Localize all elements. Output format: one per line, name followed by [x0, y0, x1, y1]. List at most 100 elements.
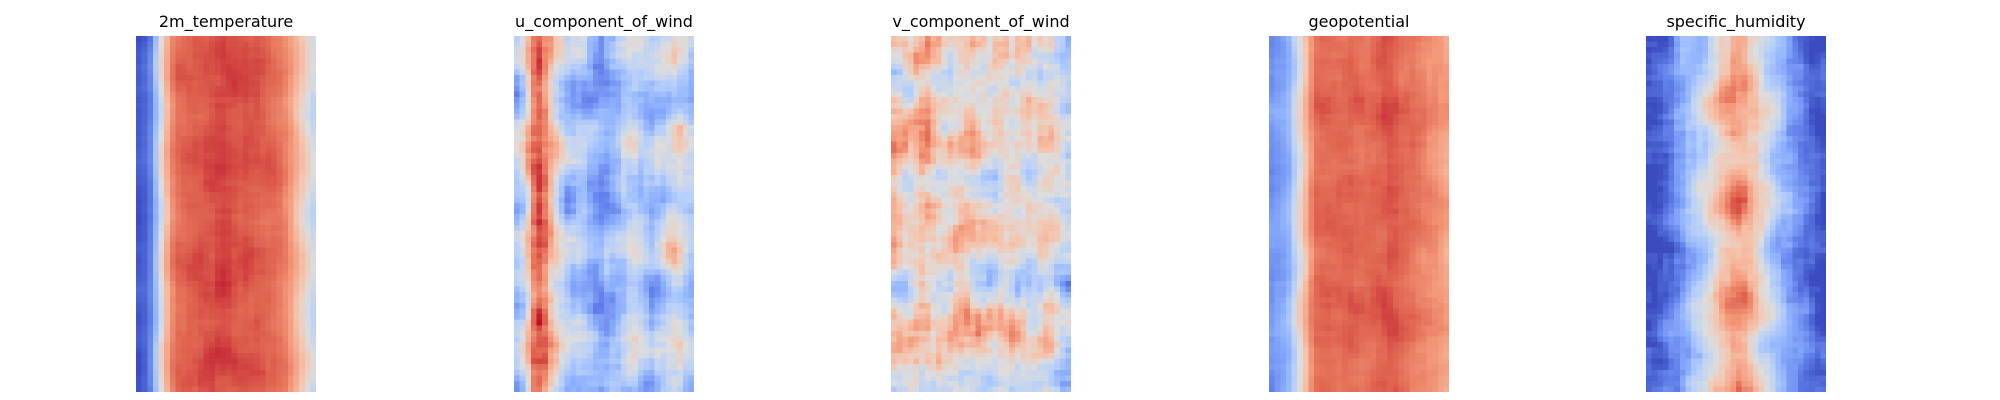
heatmap-cell	[1048, 52, 1055, 59]
heatmap-cell	[237, 230, 244, 237]
heatmap-cell	[197, 119, 205, 126]
heatmap-cell	[197, 297, 205, 304]
heatmap-cell	[226, 113, 233, 120]
heatmap-cell	[276, 47, 283, 54]
heatmap-cell	[677, 280, 684, 287]
heatmap-cell	[632, 141, 639, 148]
heatmap-cell	[136, 141, 143, 148]
heatmap-cell	[254, 297, 261, 304]
heatmap-cell	[536, 275, 543, 282]
heatmap-cell	[604, 358, 611, 365]
heatmap-cell	[654, 214, 661, 221]
heatmap-cell	[248, 225, 255, 232]
heatmap-cell	[209, 275, 216, 282]
heatmap-cell	[242, 341, 250, 348]
heatmap-cell	[598, 319, 605, 326]
heatmap-cell	[604, 303, 611, 310]
heatmap-cell	[637, 41, 644, 48]
heatmap-cell	[164, 141, 171, 148]
heatmap-cell	[975, 147, 982, 154]
heatmap-cell	[604, 36, 611, 43]
heatmap-cell	[1037, 186, 1044, 193]
heatmap-cell	[902, 125, 909, 132]
heatmap-cell	[287, 386, 295, 392]
heatmap-cell	[226, 319, 233, 326]
heatmap-cell	[536, 247, 543, 254]
heatmap-cell	[615, 369, 622, 376]
heatmap-cell	[643, 97, 650, 104]
heatmap-cell	[626, 119, 633, 126]
heatmap-cell	[310, 347, 316, 354]
heatmap-cell	[575, 264, 583, 271]
heatmap-cell	[682, 358, 689, 365]
heatmap-cell	[525, 86, 532, 93]
heatmap-cell	[276, 258, 283, 265]
heatmap-cell	[147, 119, 154, 126]
heatmap-cell	[626, 69, 633, 76]
heatmap-cell	[587, 264, 594, 271]
heatmap-cell	[570, 58, 577, 65]
heatmap-cell	[604, 225, 611, 232]
heatmap-cell	[587, 136, 594, 143]
heatmap-cell	[643, 380, 650, 387]
heatmap-cell	[164, 130, 171, 137]
heatmap-cell	[643, 113, 650, 120]
heatmap-cell	[220, 214, 227, 221]
heatmap-cell	[609, 241, 616, 248]
heatmap-cell	[981, 41, 988, 48]
heatmap-cell	[952, 125, 960, 132]
heatmap-cell	[626, 297, 633, 304]
heatmap-cell	[299, 113, 306, 120]
heatmap-cell	[677, 74, 684, 81]
heatmap-cell	[615, 169, 622, 176]
heatmap-cell	[919, 36, 926, 43]
heatmap-cell	[587, 163, 594, 170]
heatmap-cell	[1014, 47, 1021, 54]
heatmap-cell	[654, 125, 661, 132]
heatmap-cell	[287, 325, 295, 332]
heatmap-cell	[220, 247, 227, 254]
heatmap-cell	[254, 113, 261, 120]
heatmap-cell	[226, 225, 233, 232]
heatmap-cell	[259, 308, 266, 315]
heatmap-cell	[1065, 102, 1071, 109]
heatmap-cell	[1042, 41, 1050, 48]
heatmap-cell	[671, 375, 678, 382]
heatmap-cell	[570, 275, 577, 282]
heatmap-cell	[665, 297, 673, 304]
heatmap-cell	[592, 225, 599, 232]
heatmap-cell	[136, 230, 143, 237]
panel-2m-temperature: 2m_temperature	[126, 0, 326, 400]
heatmap-cell	[632, 102, 639, 109]
heatmap-cell	[181, 353, 188, 360]
heatmap-cell	[581, 241, 588, 248]
heatmap-cell	[677, 113, 684, 120]
heatmap-cell	[975, 58, 982, 65]
heatmap-cell	[197, 186, 205, 193]
heatmap-cell	[530, 386, 538, 392]
heatmap-cell	[660, 169, 667, 176]
heatmap-cell	[242, 325, 250, 332]
heatmap-cell	[620, 330, 628, 337]
heatmap-cell	[1026, 58, 1033, 65]
heatmap-cell	[542, 325, 549, 332]
heatmap-cell	[609, 163, 616, 170]
heatmap-cell	[299, 36, 306, 43]
heatmap-cell	[147, 158, 154, 165]
heatmap-cell	[271, 319, 278, 326]
heatmap-cell	[542, 36, 549, 43]
heatmap-cell	[293, 175, 300, 182]
heatmap-cell	[660, 308, 667, 315]
heatmap-cell	[514, 208, 521, 215]
heatmap-cell	[975, 97, 982, 104]
heatmap-cell	[1054, 97, 1061, 104]
heatmap-cell	[1042, 47, 1050, 54]
heatmap-cell	[1065, 58, 1071, 65]
heatmap-cell	[530, 180, 538, 187]
heatmap-cell	[688, 208, 694, 215]
heatmap-cell	[192, 141, 199, 148]
heatmap-cell	[147, 308, 154, 315]
heatmap-cell	[293, 275, 300, 282]
heatmap-cell	[626, 152, 633, 159]
heatmap-cell	[947, 102, 954, 109]
